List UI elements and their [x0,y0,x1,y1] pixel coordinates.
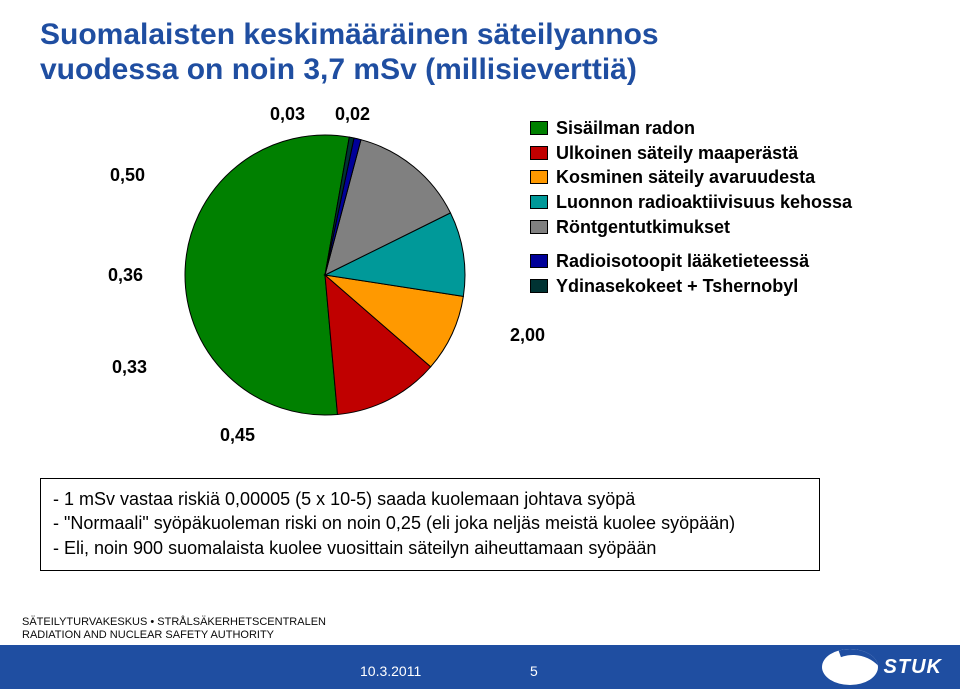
pie-value-label: 0,45 [220,425,255,446]
pie-value-label: 0,36 [108,265,143,286]
legend-swatch [530,121,548,135]
footer-org: SÄTEILYTURVAKESKUS • STRÅLSÄKERHETSCENTR… [22,616,326,644]
logo-text: STUK [884,656,942,679]
legend-item: Ydinasekokeet + Tshernobyl [530,276,930,297]
legend-item: Sisäilman radon [530,118,930,139]
legend-swatch [530,254,548,268]
footer-org-line2: RADIATION AND NUCLEAR SAFETY AUTHORITY [22,629,326,643]
bullet-line-2: - "Normaali" syöpäkuoleman riski on noin… [53,511,807,535]
legend-swatch [530,195,548,209]
slide: Suomalaisten keskimääräinen säteilyannos… [0,0,960,689]
slide-title: Suomalaisten keskimääräinen säteilyannos… [40,18,740,87]
legend-label: Röntgentutkimukset [556,217,730,238]
legend-item: Luonnon radioaktiivisuus kehossa [530,192,930,213]
legend-swatch [530,220,548,234]
legend-swatch [530,146,548,160]
logo-swoosh-icon [822,649,878,685]
legend-label: Kosminen säteily avaruudesta [556,167,815,188]
legend-item: Kosminen säteily avaruudesta [530,167,930,188]
bullet-line-1: - 1 mSv vastaa riskiä 0,00005 (5 x 10-5)… [53,487,807,511]
legend-item: Ulkoinen säteily maaperästä [530,143,930,164]
pie-svg [170,120,480,430]
legend: Sisäilman radon Ulkoinen säteily maaperäs… [530,118,930,301]
legend-label: Ydinasekokeet + Tshernobyl [556,276,798,297]
legend-label: Radioisotoopit lääketieteessä [556,251,809,272]
legend-item: Röntgentutkimukset [530,217,930,238]
bullet-line-3: - Eli, noin 900 suomalaista kuolee vuosi… [53,536,807,560]
legend-label: Sisäilman radon [556,118,695,139]
legend-swatch [530,170,548,184]
pie-value-label: 0,50 [110,165,145,186]
pie-area: 2,000,450,330,360,500,030,02 [110,110,510,470]
pie-value-label: 0,03 [270,104,305,125]
footer-org-line1: SÄTEILYTURVAKESKUS • STRÅLSÄKERHETSCENTR… [22,616,326,630]
stuk-logo: STUK [822,649,942,685]
footer-bar: 10.3.2011 5 STUK [0,645,960,689]
legend-label: Ulkoinen säteily maaperästä [556,143,798,164]
footer-date: 10.3.2011 [360,663,421,679]
pie-value-label: 0,02 [335,104,370,125]
legend-item: Radioisotoopit lääketieteessä [530,251,930,272]
pie-value-label: 0,33 [112,357,147,378]
pie-value-label: 2,00 [510,325,545,346]
legend-swatch [530,279,548,293]
bullet-textbox: - 1 mSv vastaa riskiä 0,00005 (5 x 10-5)… [40,478,820,571]
footer-page-number: 5 [530,663,538,679]
legend-label: Luonnon radioaktiivisuus kehossa [556,192,852,213]
